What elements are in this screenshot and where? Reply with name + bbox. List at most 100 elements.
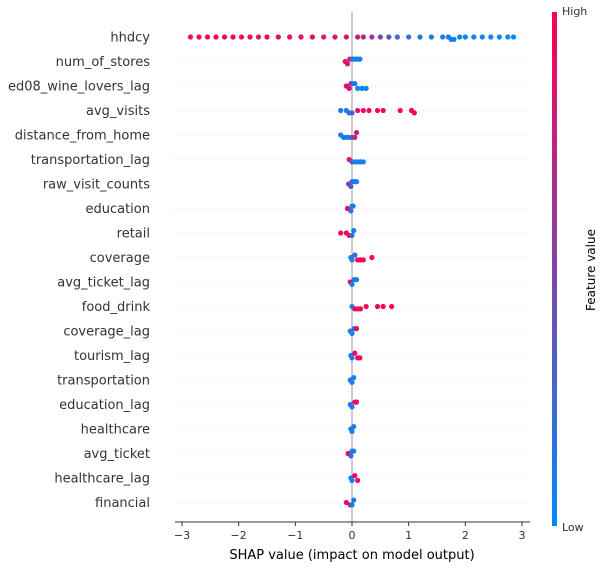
feature-label: transportation_lag [31, 153, 150, 168]
shap-point [343, 499, 349, 506]
shap-point [346, 85, 352, 91]
shap-point [349, 330, 355, 336]
shap-point [287, 34, 293, 40]
feature-label: hhdcy [110, 31, 150, 46]
shap-point [394, 34, 400, 40]
shap-point [380, 303, 386, 310]
feature-label: tourism_lag [74, 349, 150, 364]
shap-point [374, 303, 381, 310]
shap-point [247, 34, 253, 40]
x-tick-label: −2 [231, 529, 247, 542]
shap-point [496, 34, 502, 40]
colorbar-gradient-bar [552, 12, 557, 526]
shap-point [343, 34, 349, 40]
shap-point [462, 34, 468, 40]
shap-point [349, 257, 355, 263]
shap-point [352, 350, 358, 356]
shap-point [344, 61, 351, 67]
shap-point [479, 34, 485, 40]
feature-label: coverage [90, 251, 150, 266]
colorbar: High Low Feature value [552, 5, 598, 534]
shap-point [275, 34, 281, 40]
colorbar-title: Feature value [584, 229, 598, 311]
x-tick-label: −3 [174, 529, 190, 542]
shap-point [440, 34, 446, 40]
shap-point [230, 34, 236, 40]
shap-point [374, 107, 381, 114]
shap-point [238, 34, 245, 40]
shap-point [338, 230, 344, 236]
shap-point [349, 404, 355, 410]
shap-point [350, 203, 356, 209]
shap-point [264, 34, 270, 40]
shap-point [196, 34, 202, 40]
shap-point [353, 130, 360, 136]
shap-point [338, 107, 344, 114]
shap-point [359, 85, 365, 91]
shap-point [352, 134, 358, 140]
shap-point [349, 110, 355, 116]
shap-point [357, 355, 363, 361]
x-tick-label: 2 [462, 529, 469, 542]
shap-point [298, 34, 304, 40]
shap-point [366, 107, 372, 114]
colorbar-high-label: High [562, 5, 587, 18]
shap-point [348, 453, 354, 459]
shap-point [360, 107, 366, 114]
feature-label: ed08_wine_lovers_lag [8, 80, 150, 95]
shap-point [355, 85, 361, 91]
shap-point [353, 179, 360, 185]
shap-point [351, 448, 357, 454]
shap-point [397, 107, 403, 114]
shap-point [213, 34, 219, 40]
shap-point [428, 34, 434, 40]
shap-point [221, 34, 228, 40]
shap-point [357, 306, 364, 312]
shap-point [352, 252, 358, 258]
feature-label: retail [117, 227, 150, 242]
x-tick-label: 1 [405, 529, 412, 542]
shap-point [352, 473, 358, 479]
shap-point [377, 34, 383, 40]
shap-point [411, 110, 417, 116]
colorbar-low-label: Low [562, 521, 584, 534]
shap-point [505, 34, 511, 40]
shap-point [351, 424, 357, 430]
x-tick-label: 3 [519, 529, 526, 542]
feature-label: avg_ticket_lag [57, 276, 150, 291]
x-tick-label: 0 [349, 529, 356, 542]
shap-point [386, 34, 392, 40]
shap-point [204, 34, 211, 40]
shap-point [369, 34, 375, 40]
shap-point [351, 375, 357, 381]
shap-point [451, 36, 457, 43]
shap-point [349, 428, 355, 434]
feature-label: food_drink [82, 300, 151, 315]
shap-point [353, 326, 360, 332]
shap-point [187, 34, 194, 40]
feature-label: financial [95, 496, 150, 511]
shap-point [471, 34, 477, 40]
feature-label: avg_visits [86, 104, 150, 119]
shap-point [360, 159, 366, 165]
shap-point [348, 208, 354, 214]
feature-label: healthcare_lag [54, 472, 150, 487]
feature-label: coverage_lag [63, 325, 150, 340]
shap-point [349, 379, 355, 385]
shap-point [360, 257, 366, 263]
shap-point [352, 81, 358, 87]
shap-point [355, 477, 361, 483]
shap-point [369, 254, 375, 261]
feature-label: healthcare [81, 423, 150, 438]
shap-point [349, 232, 355, 238]
shap-point [349, 502, 355, 508]
shap-point [488, 34, 494, 40]
row-gridlines [175, 12, 530, 522]
shap-point [380, 107, 386, 114]
feature-label: education [85, 202, 150, 217]
shap-point [389, 303, 395, 310]
shap-point [355, 34, 361, 40]
shap-point [332, 34, 338, 40]
shap-point [457, 34, 463, 40]
